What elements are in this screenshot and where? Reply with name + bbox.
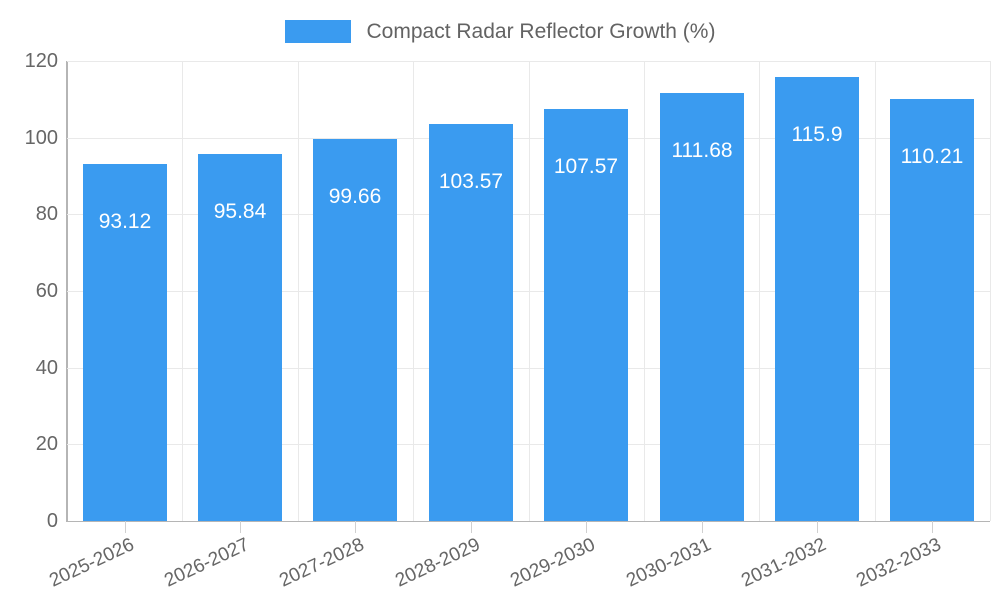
gridline-horizontal [67,291,990,292]
bar-value-label: 110.21 [900,144,964,168]
bar-value-label: 95.84 [213,199,267,223]
gridline-vertical [644,61,645,521]
gridline-horizontal [67,521,990,522]
y-axis-tick-label: 80 [35,203,58,226]
bar-value-label: 107.57 [553,154,619,178]
bar-2028-2029[interactable]: 103.57 [429,123,513,521]
x-axis-tick-label-2031-2032: 2031-2032 [738,534,830,592]
x-axis-tick-label-2029-2030: 2029-2030 [507,534,599,592]
bar-2027-2028[interactable]: 99.66 [313,138,397,521]
x-axis-tick-label-2030-2031: 2030-2031 [622,534,715,592]
x-axis-tick-mark [125,521,126,533]
gridline-vertical [529,61,530,521]
bar-value-label: 103.57 [438,169,504,193]
x-axis-tick-label-2025-2026: 2025-2026 [45,534,138,592]
y-axis-tick-label: 0 [46,510,58,532]
legend-swatch-series-0[interactable] [284,19,351,43]
bar-value-label: 111.68 [671,138,733,162]
gridline-horizontal [67,214,990,216]
bar-2029-2030[interactable]: 107.57 [544,108,628,521]
x-axis-tick-label-2032-2033: 2032-2033 [853,534,945,592]
gridline-vertical [298,61,299,521]
gridline-vertical [990,61,991,521]
bar-2025-2026[interactable]: 93.12 [83,164,167,521]
y-axis-tick-label: 40 [35,356,58,379]
y-axis-tick-label: 60 [35,280,58,302]
x-axis-tick-labels: 2025-2026 2026-2027 2027-2028 2028-2029 2029… [46,521,990,600]
x-axis-tick-mark [240,521,241,533]
bar-2031-2032[interactable]: 115.9 [775,76,859,521]
x-axis-tick-mark [355,521,356,533]
legend-label-series-0[interactable]: Compact Radar Reflector Growth (%) [366,19,716,43]
x-axis-tick-mark [471,521,472,533]
bar-value-label: 93.12 [98,210,152,234]
gridline-horizontal [67,61,990,62]
y-axis-tick-label: 120 [24,50,58,72]
x-axis-tick-label-2027-2028: 2027-2028 [276,534,368,592]
x-axis-tick-mark [702,521,703,533]
x-axis-tick-mark [817,521,818,533]
gridline-horizontal [67,444,990,446]
plot-area: 93.12 95.84 99.66 103.57 107.57 111.68 115.9 11… [67,61,991,522]
x-axis-tick-label-2028-2029: 2028-2029 [392,534,484,592]
gridline-vertical [759,61,760,521]
gridline-vertical [875,61,876,521]
bar-2030-2031[interactable]: 111.68 [660,92,744,521]
bar-2032-2033[interactable]: 110.21 [890,98,974,521]
y-axis-tick-labels: 0 20 40 60 80 100 120 [0,51,58,531]
bar-2026-2027[interactable]: 95.84 [198,153,282,521]
gridline-vertical [182,61,183,521]
x-axis-tick-label-2026-2027: 2026-2027 [161,534,253,592]
gridline-horizontal [67,367,990,369]
y-axis-tick-label: 100 [24,126,58,149]
y-axis-tick-label: 20 [35,433,58,456]
x-axis-tick-mark [586,521,587,533]
x-axis-tick-mark [932,521,933,533]
chart-legend: Compact Radar Reflector Growth (%) [0,14,1000,48]
gridline-horizontal [67,137,990,139]
gridline-vertical [413,61,414,521]
bar-value-label: 99.66 [328,184,382,208]
bar-value-label: 115.9 [791,122,843,146]
